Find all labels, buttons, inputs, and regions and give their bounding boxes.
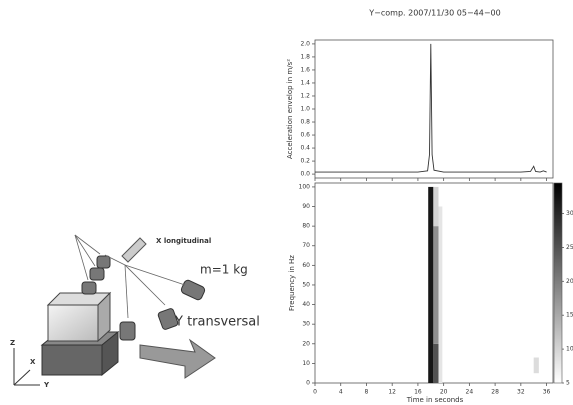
colorbar-tick-label: 30	[566, 210, 573, 217]
y-tick-label: 1.8	[300, 53, 310, 60]
y-axis-label: Acceleration envelop in m/s²	[286, 59, 294, 159]
x-tick-label: 12	[388, 389, 396, 396]
y-tick-label: 1.6	[300, 66, 310, 73]
heat-cell	[534, 358, 539, 374]
y-tick-label: 50	[302, 281, 310, 288]
x-tick-label: 24	[466, 389, 474, 396]
y-tick-label: 1.2	[300, 92, 310, 99]
heat-cell	[439, 207, 443, 383]
y-tick-label: 100	[299, 183, 311, 190]
y-tick-label: 70	[302, 242, 310, 249]
diagram-label: Y transversal	[174, 315, 260, 330]
y-tick-label: 20	[302, 340, 310, 347]
plot-frame	[315, 40, 553, 178]
heat-cell	[433, 226, 438, 344]
x-tick-label: 4	[339, 389, 343, 396]
diagram-label: X longitudinal	[156, 237, 211, 245]
y-tick-label: 10	[302, 360, 310, 367]
axis-letter: Z	[10, 339, 15, 347]
line	[315, 44, 547, 172]
y-tick-label: 0.8	[300, 119, 310, 126]
x-tick-label: 28	[491, 389, 499, 396]
x-tick-label: 32	[517, 389, 525, 396]
heat-cell	[433, 344, 438, 383]
diagram-label: m=1 kg	[200, 263, 248, 277]
colorbar-tick-label: 10	[566, 346, 573, 353]
chart-title: Y−comp. 2007/11/30 05−44−00	[368, 9, 500, 18]
colorbar-tick-label: 15	[566, 312, 573, 319]
y-tick-label: 80	[302, 223, 310, 230]
y-axis-label: Frequency in Hz	[288, 255, 296, 311]
axis-letter: X	[30, 358, 36, 366]
y-tick-label: 0.0	[300, 171, 310, 178]
colorbar-tick-label: 5	[566, 380, 570, 387]
y-tick-label: 90	[302, 203, 310, 210]
heat-cell	[433, 187, 438, 226]
colorbar	[554, 183, 562, 383]
y-tick-label: 1.4	[300, 79, 310, 86]
axis-letter: Y	[43, 381, 50, 389]
y-tick-label: 2.0	[300, 40, 310, 47]
x-tick-label: 16	[414, 389, 422, 396]
y-tick-label: 0.2	[300, 158, 310, 165]
y-tick-label: 0.4	[300, 145, 310, 152]
colorbar-tick-label: 25	[566, 244, 573, 251]
figure: X longitudinal m=1 kg Y transversal Z X …	[0, 0, 573, 405]
y-tick-label: 60	[302, 262, 310, 269]
y-tick-label: 0	[306, 380, 310, 387]
heat-cell	[428, 187, 433, 383]
x-axis-label: Time in seconds	[406, 396, 464, 404]
x-tick-label: 0	[313, 389, 317, 396]
y-tick-label: 1.0	[300, 106, 310, 113]
x-tick-label: 36	[543, 389, 551, 396]
colorbar-tick-label: 20	[566, 278, 573, 285]
x-tick-label: 20	[440, 389, 448, 396]
x-tick-label: 8	[365, 389, 369, 396]
y-tick-label: 40	[302, 301, 310, 308]
sensor-diagram	[14, 235, 215, 385]
y-tick-label: 0.6	[300, 132, 310, 139]
y-tick-label: 30	[302, 321, 310, 328]
page: X longitudinal m=1 kg Y transversal Z X …	[0, 0, 573, 405]
